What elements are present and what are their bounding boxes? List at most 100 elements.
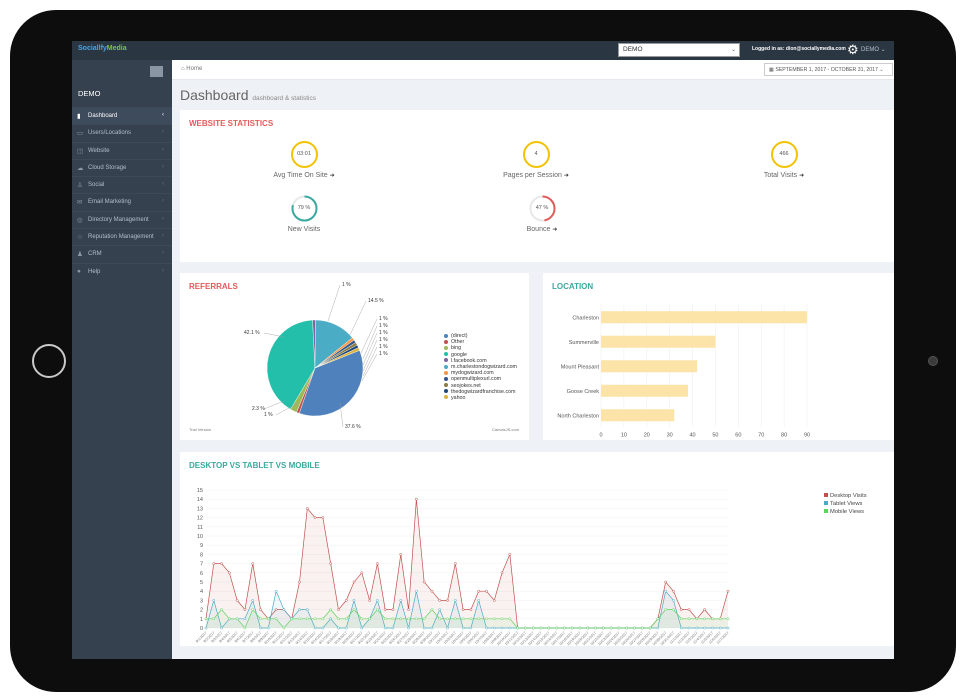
canvasjs-credit[interactable]: CanvasJS.com [492,427,519,432]
data-point[interactable] [368,617,371,621]
stat-link[interactable]: Pages per Session ➜ [476,172,596,179]
data-point[interactable] [282,608,286,611]
stat-link[interactable]: Bounce ➜ [482,226,602,233]
data-point[interactable] [329,562,333,565]
data-point[interactable] [415,589,418,593]
data-point[interactable] [672,608,675,611]
data-point[interactable] [703,626,706,630]
data-point[interactable] [274,589,278,593]
legend-item[interactable]: Tablet Views [824,500,867,508]
data-point[interactable] [640,626,644,630]
data-point[interactable] [337,608,340,611]
data-point[interactable] [321,626,325,630]
data-point[interactable] [656,626,660,630]
data-point[interactable] [500,617,504,621]
data-point[interactable] [679,626,683,630]
data-point[interactable] [711,617,714,621]
data-point[interactable] [672,589,675,593]
data-point[interactable] [485,589,488,593]
data-point[interactable] [609,626,613,630]
data-point[interactable] [305,608,309,611]
data-point[interactable] [243,617,247,621]
data-point[interactable] [703,617,706,621]
data-point[interactable] [438,599,442,602]
data-point[interactable] [461,626,465,630]
sidebar-item-users-locations[interactable]: ▭ Users/Locations ‹ [72,124,172,141]
data-point[interactable] [259,626,262,630]
account-select[interactable]: DEMO ⌄ [618,43,740,57]
stat-link[interactable]: Avg Time On Site ➜ [244,172,364,179]
data-point[interactable] [492,599,496,602]
sidebar-item-reputation-management[interactable]: ☆ Reputation Management ‹ [72,228,172,245]
data-point[interactable] [687,617,691,621]
data-point[interactable] [555,626,558,630]
arrow-circle-right-icon[interactable]: ➜ [799,173,805,179]
data-point[interactable] [352,599,356,602]
data-point[interactable] [360,626,364,630]
data-point[interactable] [430,589,434,593]
data-point[interactable] [282,626,286,630]
data-point[interactable] [376,608,379,611]
data-point[interactable] [547,626,551,630]
data-point[interactable] [313,516,317,519]
arrow-circle-right-icon[interactable]: ➜ [563,173,569,179]
data-point[interactable] [578,626,582,630]
data-point[interactable] [492,617,496,621]
bar-north-charleston[interactable] [601,409,675,422]
data-point[interactable] [407,608,410,611]
data-point[interactable] [321,617,325,621]
data-point[interactable] [648,626,652,630]
data-point[interactable] [399,553,403,556]
data-point[interactable] [360,571,364,575]
sidebar-item-help[interactable]: ● Help ‹ [72,262,172,280]
data-point[interactable] [500,626,504,630]
sidebar-item-directory-management[interactable]: ◎ Directory Management ‹ [72,210,172,228]
legend-item[interactable]: Desktop Visits [824,492,867,500]
data-point[interactable] [352,608,356,611]
data-point[interactable] [407,617,410,621]
data-point[interactable] [228,617,231,621]
data-point[interactable] [508,626,512,630]
gear-icon[interactable]: ⚙ [847,42,859,57]
data-point[interactable] [453,599,457,602]
data-point[interactable] [422,626,426,630]
data-point[interactable] [243,608,247,611]
data-point[interactable] [391,617,395,621]
data-point[interactable] [321,516,325,519]
data-point[interactable] [266,617,270,621]
data-point[interactable] [594,626,597,630]
data-point[interactable] [718,617,722,621]
sidebar-item-social[interactable]: ♙ Social ‹ [72,176,172,193]
data-point[interactable] [601,626,605,630]
data-point[interactable] [446,599,449,602]
data-point[interactable] [274,608,278,611]
data-point[interactable] [243,626,247,630]
data-point[interactable] [376,562,379,565]
data-point[interactable] [617,626,621,630]
data-point[interactable] [337,617,340,621]
bar-charleston[interactable] [601,311,807,324]
data-point[interactable] [220,608,223,611]
data-point[interactable] [298,580,301,584]
data-point[interactable] [422,580,426,584]
data-point[interactable] [220,562,223,565]
data-point[interactable] [446,626,449,630]
data-point[interactable] [204,626,208,630]
data-point[interactable] [430,608,434,611]
data-point[interactable] [672,599,675,602]
data-point[interactable] [430,626,434,630]
stat-link[interactable]: Total Visits ➜ [724,172,844,179]
data-point[interactable] [687,626,691,630]
data-point[interactable] [516,626,519,630]
data-point[interactable] [212,562,216,565]
data-point[interactable] [695,617,699,621]
data-point[interactable] [438,617,442,621]
data-point[interactable] [539,626,543,630]
data-point[interactable] [703,608,706,611]
data-point[interactable] [469,608,473,611]
data-point[interactable] [485,626,488,630]
data-point[interactable] [305,617,309,621]
legend-item[interactable]: Mobile Views [824,508,867,516]
arrow-circle-right-icon[interactable]: ➜ [552,227,558,233]
data-point[interactable] [664,589,668,593]
